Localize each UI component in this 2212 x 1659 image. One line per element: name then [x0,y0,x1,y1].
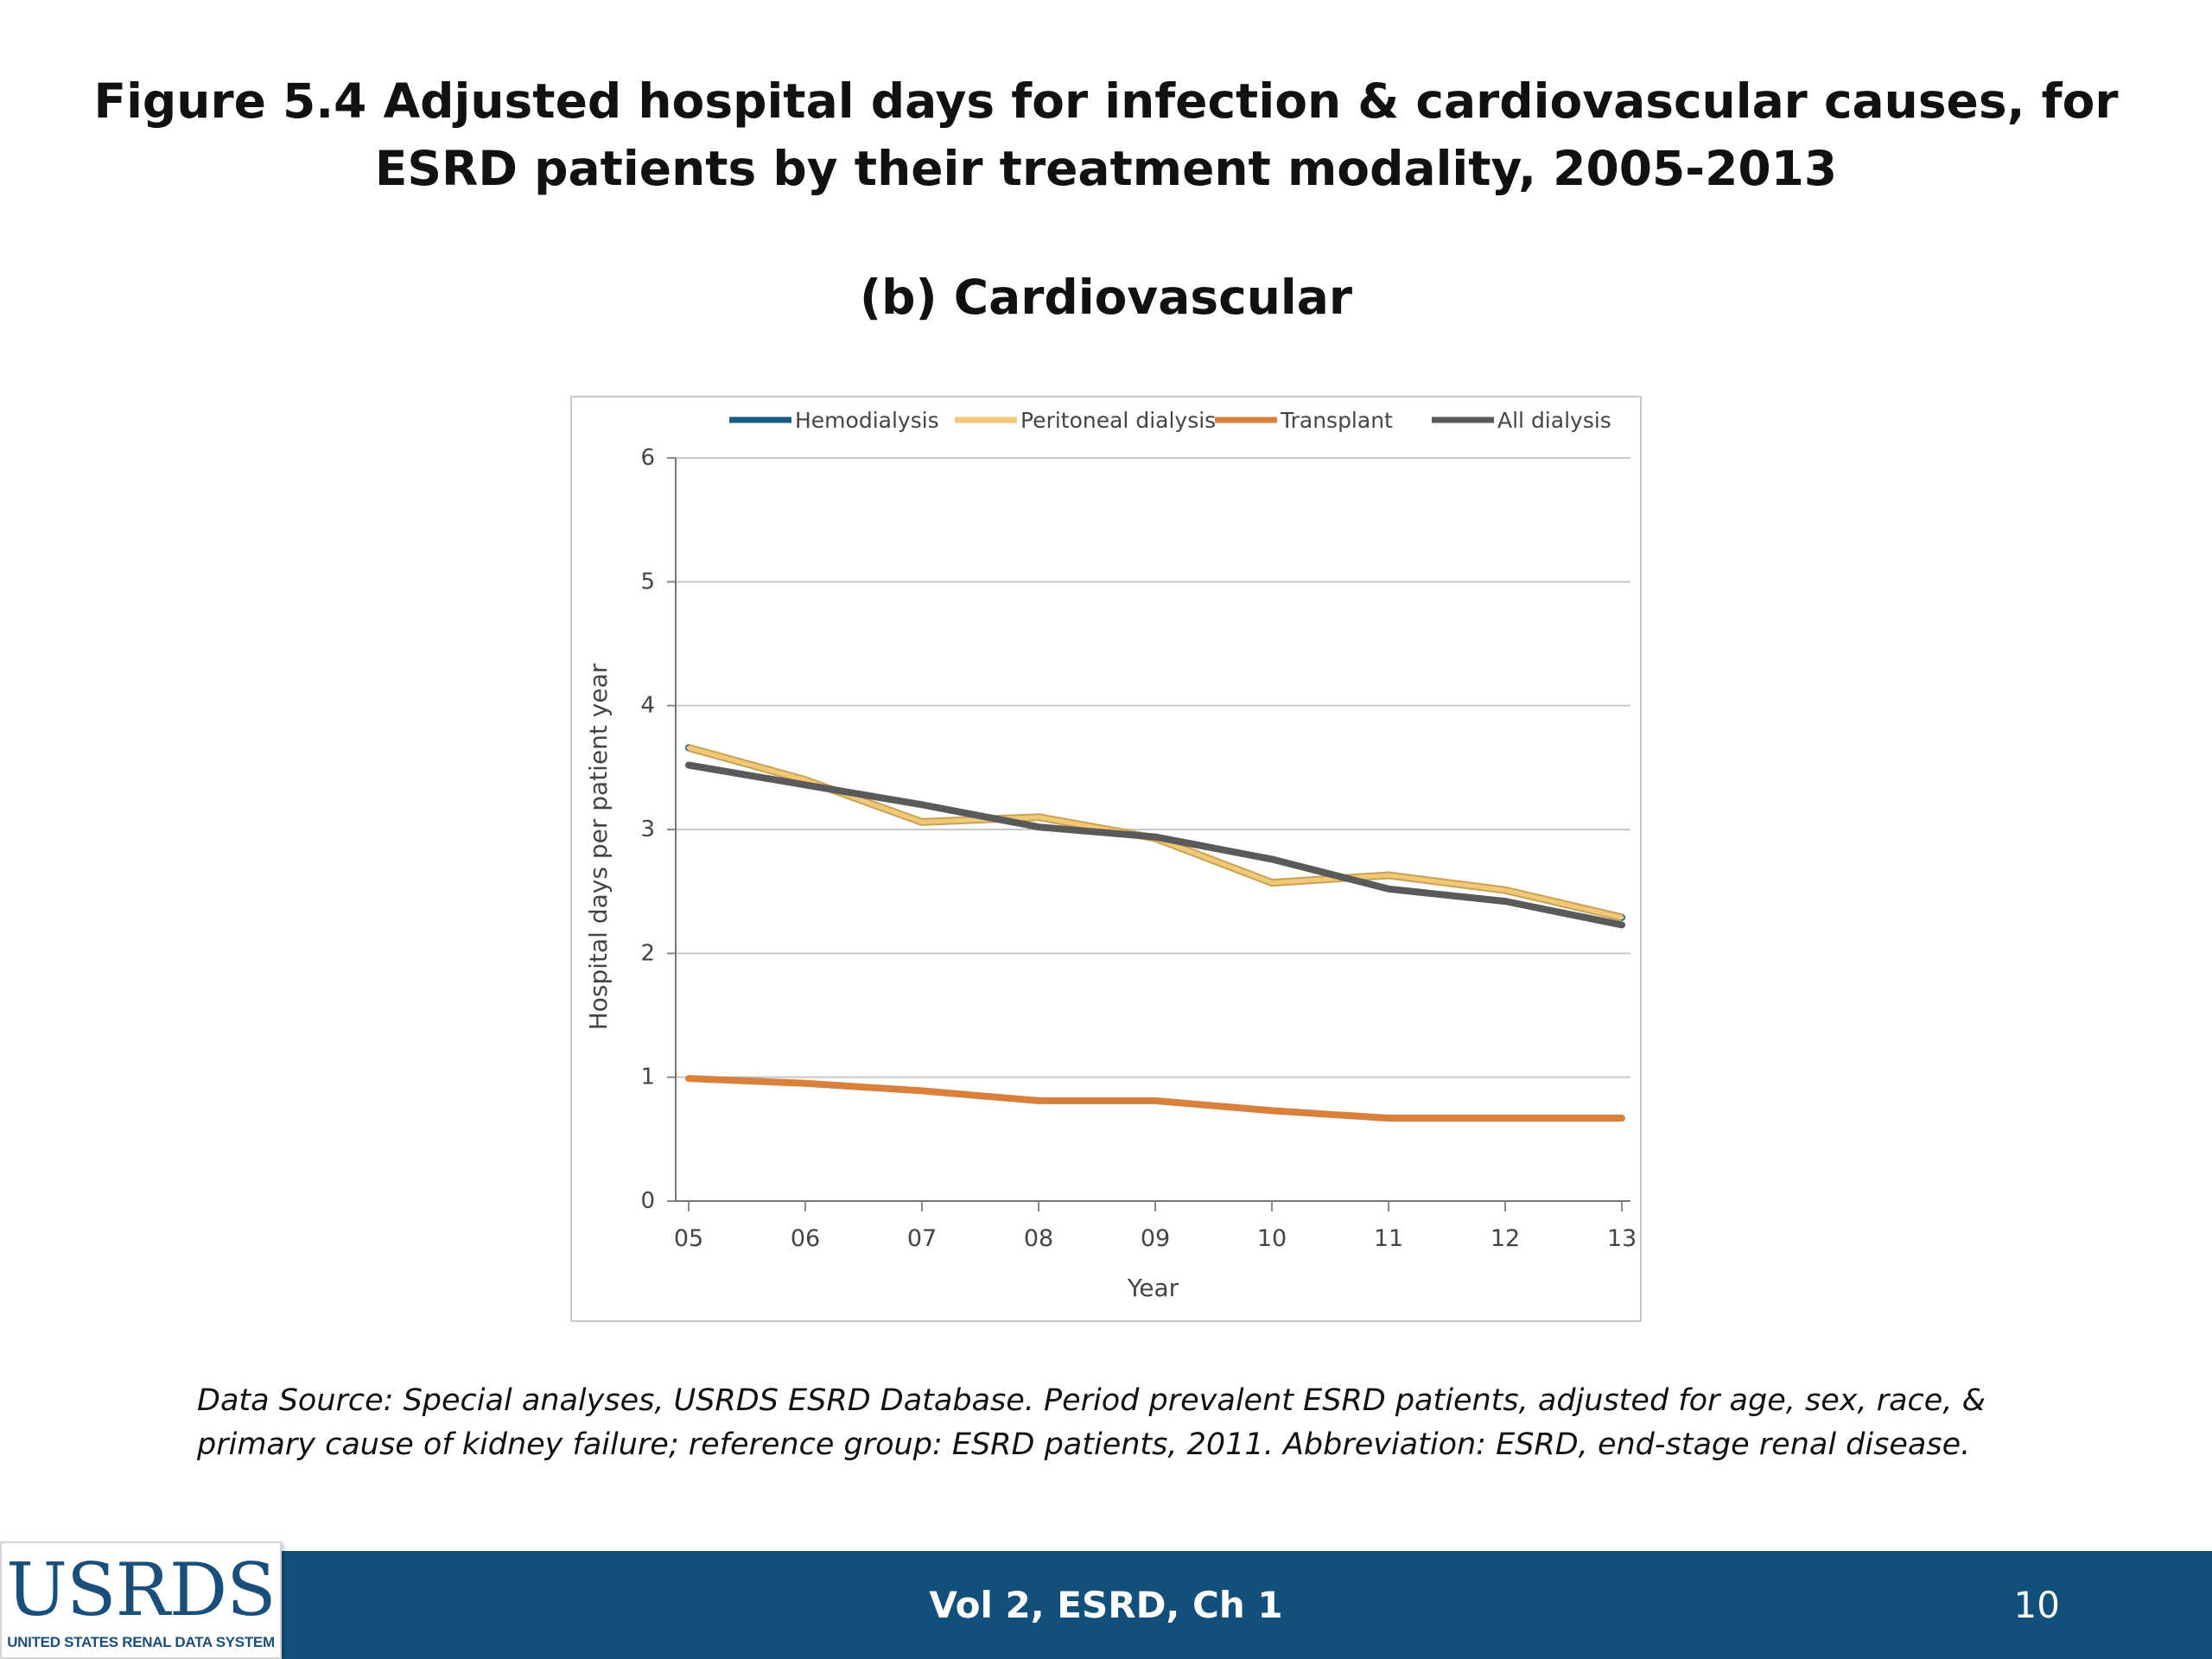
legend-label: All dialysis [1497,408,1611,433]
data-source-note: Data Source: Special analyses, USRDS ESR… [197,1383,1986,1462]
series-line [685,744,1625,921]
x-tick-label: 06 [791,1225,820,1252]
x-tick-label: 11 [1374,1225,1403,1252]
legend-label: Peritoneal dialysis [1020,408,1216,433]
series-line [686,745,1624,920]
y-tick-label: 4 [640,693,655,719]
x-tick-label: 09 [1141,1225,1170,1252]
x-tick-label: 13 [1607,1225,1637,1252]
x-tick-label: 05 [674,1225,703,1252]
footer-volume-label: Vol 2, ESRD, Ch 1 [929,1584,1283,1626]
logo-wordmark: USRDS [6,1548,276,1632]
y-tick-label: 6 [640,445,655,471]
slide-title: Figure 5.4 Adjusted hospital days for in… [93,73,2119,196]
x-tick-label: 07 [907,1225,937,1252]
x-tick-label: 12 [1491,1225,1520,1252]
y-tick-label: 1 [640,1065,655,1090]
series-line [685,761,1625,929]
x-tick-label: 08 [1024,1225,1053,1252]
y-axis-title: Hospital days per patient year [584,663,613,1030]
chart-frame: 0 1 2 3 4 5 6 05 06 07 08 09 10 11 12 13 Year Hospital da… [570,396,1642,1322]
legend-label: Transplant [1280,408,1393,433]
y-tick-label: 3 [640,817,655,842]
x-axis-title: Year [1127,1274,1179,1302]
series-line [685,1075,1625,1122]
series-line-outline [687,744,1624,922]
page-number: 10 [2013,1584,2060,1626]
chart-subtitle: (b) Cardiovascular [860,270,1352,325]
footer-bar: Vol 2, ESRD, Ch 1 10 [0,1551,2212,1659]
legend-label: Hemodialysis [795,408,939,433]
logo-subtitle: UNITED STATES RENAL DATA SYSTEM [7,1634,275,1650]
usrds-logo: USRDS UNITED STATES RENAL DATA SYSTEM [0,1541,282,1659]
y-tick-label: 2 [640,940,655,966]
y-tick-label: 0 [640,1188,655,1214]
x-tick-label: 10 [1257,1225,1287,1252]
y-tick-label: 5 [640,569,655,594]
